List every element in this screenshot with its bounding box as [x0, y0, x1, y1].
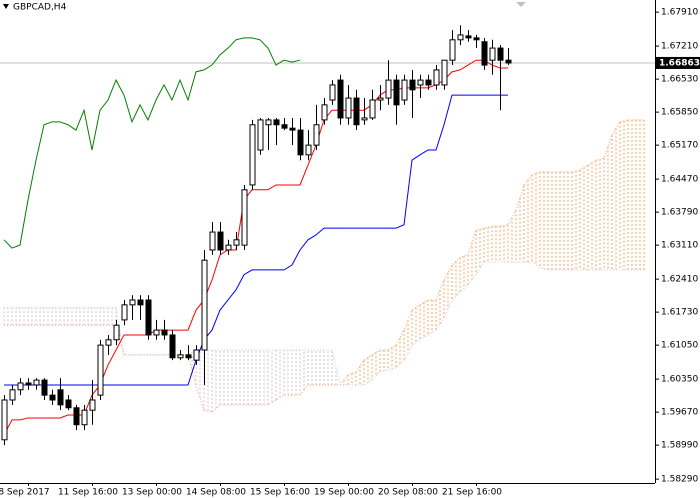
candle-body [289, 127, 296, 131]
candle-body [81, 409, 88, 426]
candle-body [433, 69, 440, 86]
x-tick-label: 19 Sep 00:00 [314, 488, 374, 498]
candle-body [313, 124, 320, 146]
candle-body [185, 354, 192, 359]
candle-body [129, 299, 136, 306]
candle-body [329, 84, 336, 101]
candle-body [33, 379, 40, 386]
span-a-line [4, 119, 644, 413]
candle-body [505, 59, 512, 64]
candle-body [89, 399, 96, 411]
candle-body [441, 59, 448, 86]
indicator-line [3, 37, 301, 249]
y-tick-label: 1.66530 [661, 75, 698, 85]
x-tick-label: 15 Sep 16:00 [250, 488, 310, 498]
candle-body [17, 382, 24, 391]
candle-body [425, 79, 432, 86]
candle-body [49, 394, 56, 401]
candle-body [177, 354, 184, 359]
candle-body [321, 104, 328, 121]
candle-body [393, 79, 400, 106]
candle-body [73, 407, 80, 426]
y-tick-label: 1.64470 [661, 175, 698, 185]
candle-body [1, 399, 8, 441]
x-tick-label: 11 Sep 16:00 [58, 488, 118, 498]
y-tick-label: 1.60350 [661, 375, 698, 385]
x-tick-label: 20 Sep 08:00 [378, 488, 438, 498]
candle-body [297, 129, 304, 156]
candle-body [265, 119, 272, 126]
candle-body [465, 35, 472, 39]
candle-body [345, 97, 352, 119]
candle-body [417, 79, 424, 86]
indicator-line [4, 94, 508, 386]
y-tick-label: 1.59670 [661, 408, 698, 418]
chart-title: GBPCAD,H4 [13, 3, 67, 13]
candle-body [361, 117, 368, 121]
y-tick-label: 1.65170 [661, 141, 698, 151]
candle-body [201, 259, 208, 351]
candle-body [153, 329, 160, 336]
y-tick-label: 1.63110 [661, 241, 698, 251]
y-tick-label: 1.67210 [661, 42, 698, 52]
y-tick-label: 1.62410 [661, 275, 698, 285]
candle-body [145, 299, 152, 336]
candle-body [105, 339, 112, 346]
candle-body [233, 239, 240, 246]
candle-body [481, 41, 488, 66]
candle-body [209, 231, 216, 251]
indicator-line [3, 59, 508, 436]
candle-body [97, 344, 104, 396]
plot-area [0, 25, 655, 446]
shift-marker [516, 2, 526, 7]
x-tick-label: 13 Sep 00:00 [122, 488, 182, 498]
candle-body [137, 299, 144, 306]
y-tick-label: 1.61730 [661, 308, 698, 318]
candle-body [113, 324, 120, 341]
candle-body [41, 379, 48, 396]
candle-body [25, 382, 32, 386]
candle-body [169, 334, 176, 359]
candle-body [9, 389, 16, 401]
candle-body [449, 39, 456, 61]
candle-body [241, 189, 248, 246]
candle-body [497, 47, 504, 61]
candle-body [217, 231, 224, 251]
candle-body [121, 304, 128, 321]
y-tick-label: 1.67910 [661, 8, 698, 18]
candle-body [225, 244, 232, 251]
candle-body [161, 329, 168, 336]
candle-body [409, 79, 416, 91]
y-tick-label: 1.63790 [661, 208, 698, 218]
candle-body [257, 119, 264, 151]
candle-body [473, 37, 480, 41]
candle-body [337, 79, 344, 119]
x-tick-label: 8 Sep 2017 [0, 488, 50, 498]
x-tick-label: 14 Sep 08:00 [186, 488, 246, 498]
candle-body [249, 124, 256, 186]
candle-body [385, 79, 392, 99]
candle-body [353, 97, 360, 126]
candle-body [65, 399, 72, 409]
candle-body [489, 47, 496, 61]
current-price-box [656, 56, 700, 69]
candle-body [273, 119, 280, 126]
candle-body [281, 124, 288, 129]
symbol-icon [3, 4, 9, 9]
candle-body [401, 79, 408, 101]
candle-body [305, 144, 312, 156]
y-tick-label: 1.58990 [661, 441, 698, 451]
y-tick-label: 1.65850 [661, 108, 698, 118]
candle-body [377, 97, 384, 101]
candle-body [57, 389, 64, 406]
candle-body [369, 99, 376, 119]
candle-body [193, 349, 200, 361]
current-price-label: 1.66863 [659, 58, 700, 68]
candle-body [457, 34, 464, 41]
x-tick-label: 21 Sep 16:00 [442, 488, 502, 498]
y-tick-label: 1.61050 [661, 341, 698, 351]
y-tick-label: 1.58290 [661, 475, 698, 485]
